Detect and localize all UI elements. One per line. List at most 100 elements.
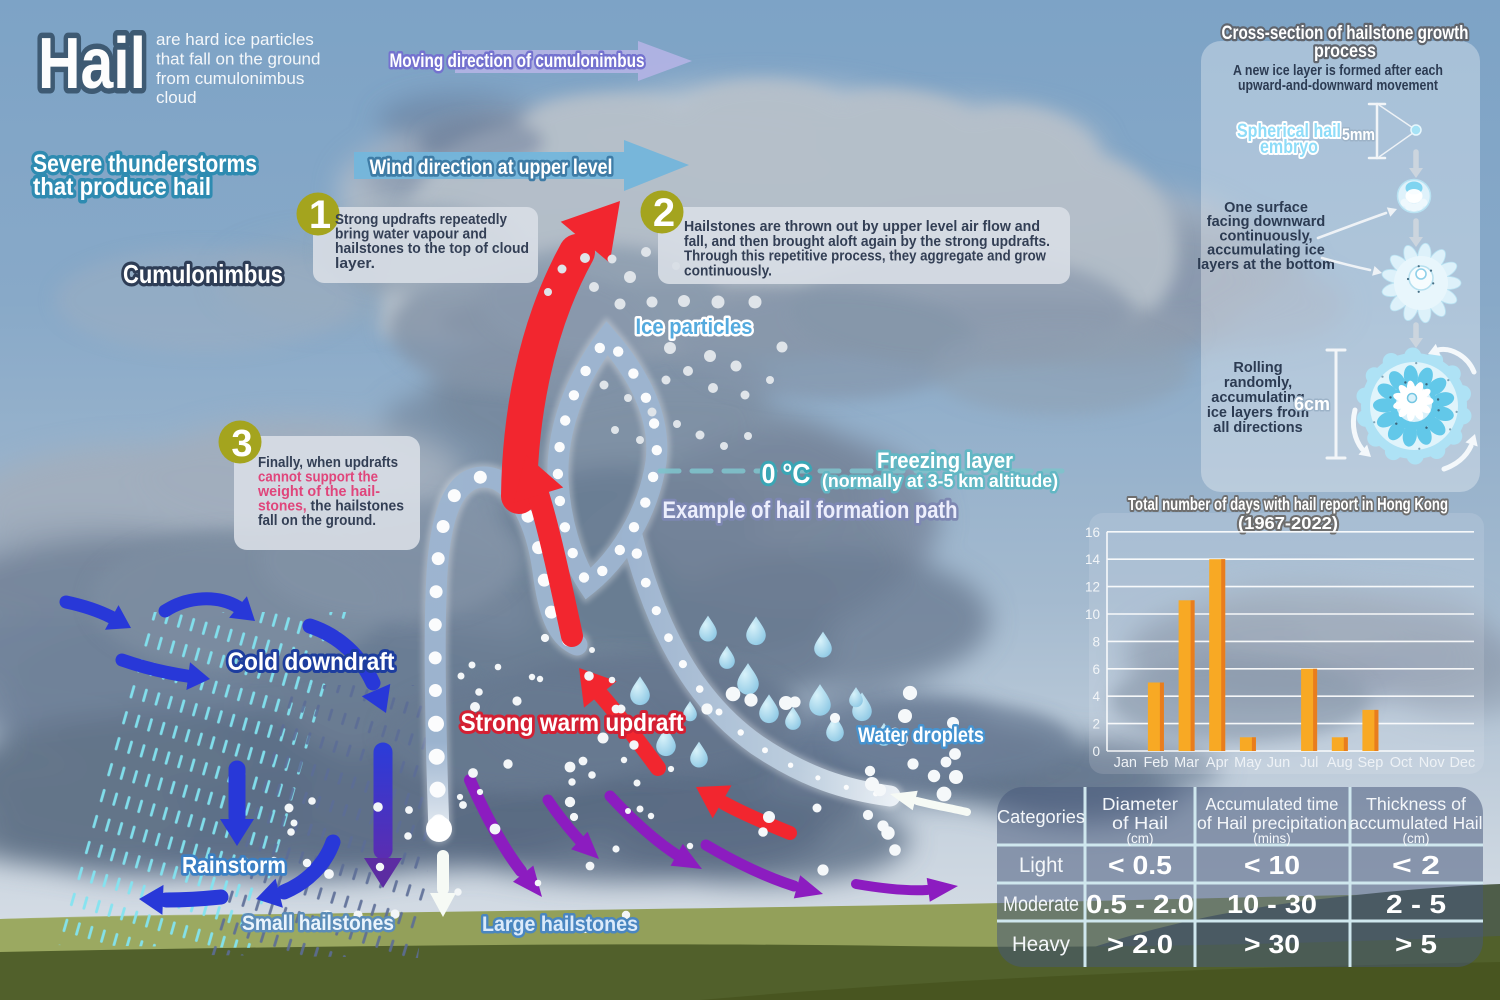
svg-text:Feb: Feb (1143, 755, 1168, 771)
svg-text:< 2: < 2 (1392, 850, 1440, 880)
svg-text:0 °C: 0 °C (762, 458, 811, 489)
svg-text:fall on the ground.: fall on the ground. (258, 513, 376, 529)
svg-text:Finally, when updrafts: Finally, when updrafts (258, 455, 398, 471)
svg-text:(cm): (cm) (1403, 831, 1430, 846)
svg-text:Nov: Nov (1419, 755, 1446, 771)
svg-text:Thickness of: Thickness of (1366, 794, 1466, 814)
svg-text:hailstones to the top of cloud: hailstones to the top of cloud (335, 241, 529, 257)
svg-text:5mm: 5mm (1342, 126, 1375, 144)
svg-text:Wind direction at upper level: Wind direction at upper level (370, 156, 613, 179)
svg-text:A new ice layer is formed afte: A new ice layer is formed after each (1233, 63, 1443, 79)
svg-text:2 - 5: 2 - 5 (1386, 889, 1446, 919)
svg-text:Strong warm updraft: Strong warm updraft (461, 709, 685, 737)
svg-text:Oct: Oct (1390, 755, 1413, 771)
svg-text:weight of the hail-: weight of the hail- (257, 484, 380, 500)
svg-text:10 - 30: 10 - 30 (1227, 889, 1317, 919)
svg-text:12: 12 (1085, 580, 1100, 595)
svg-text:ice layers from: ice layers from (1207, 405, 1309, 421)
svg-text:Apr: Apr (1206, 755, 1229, 771)
svg-text:(1967-2022): (1967-2022) (1238, 513, 1338, 533)
svg-text:cloud: cloud (156, 88, 197, 107)
svg-text:Mar: Mar (1174, 755, 1199, 771)
svg-text:Cumulonimbus: Cumulonimbus (123, 259, 283, 289)
svg-text:< 10: < 10 (1244, 850, 1300, 880)
svg-text:1: 1 (309, 193, 331, 237)
svg-text:Large hailstones: Large hailstones (482, 913, 638, 936)
svg-text:Through this repetitive proces: Through this repetitive process, they ag… (684, 249, 1047, 265)
svg-text:(mins): (mins) (1253, 831, 1291, 846)
svg-text:facing downward: facing downward (1207, 214, 1325, 230)
svg-text:Rainstorm: Rainstorm (182, 852, 286, 878)
svg-text:bring water vapour and: bring water vapour and (335, 227, 487, 243)
svg-text:16: 16 (1085, 525, 1100, 540)
svg-text:Water droplets: Water droplets (858, 724, 984, 747)
svg-text:Hail: Hail (38, 24, 146, 104)
svg-text:14: 14 (1085, 552, 1101, 567)
svg-text:8: 8 (1092, 634, 1100, 649)
svg-text:Moving direction of cumulonimb: Moving direction of cumulonimbus (390, 51, 645, 72)
svg-text:Dec: Dec (1449, 755, 1475, 771)
svg-text:0.5 - 2.0: 0.5 - 2.0 (1086, 889, 1194, 919)
svg-text:(cm): (cm) (1127, 831, 1154, 846)
svg-text:Example of hail formation path: Example of hail formation path (663, 497, 958, 524)
svg-text:that produce hail: that produce hail (33, 173, 211, 201)
svg-text:Hailstones are thrown out by u: Hailstones are thrown out by upper level… (684, 219, 1040, 235)
svg-text:> 5: > 5 (1395, 929, 1437, 959)
svg-text:embryo: embryo (1260, 137, 1318, 158)
svg-text:Categories: Categories (997, 807, 1085, 827)
svg-text:Moderate: Moderate (1003, 893, 1079, 916)
svg-text:accumulated Hail: accumulated Hail (1350, 813, 1483, 833)
svg-text:that fall on the ground: that fall on the ground (156, 49, 320, 68)
svg-text:Small hailstones: Small hailstones (242, 912, 394, 935)
svg-text:of Hail precipitation: of Hail precipitation (1197, 813, 1347, 833)
svg-text:layer.: layer. (335, 256, 375, 272)
svg-text:(normally at 3-5 km altitude): (normally at 3-5 km altitude) (822, 470, 1058, 491)
svg-text:process: process (1314, 41, 1376, 62)
svg-text:3: 3 (231, 423, 252, 465)
svg-text:Freezing layer: Freezing layer (877, 448, 1013, 473)
svg-text:Jul: Jul (1300, 755, 1319, 771)
svg-text:Jun: Jun (1267, 755, 1290, 771)
svg-text:Diameter: Diameter (1102, 794, 1178, 814)
svg-text:10: 10 (1085, 607, 1100, 622)
svg-text:6cm: 6cm (1294, 394, 1330, 414)
svg-text:Heavy: Heavy (1012, 933, 1070, 956)
svg-text:6: 6 (1092, 662, 1100, 677)
svg-text:stones, the hailstones: stones, the hailstones (258, 499, 404, 515)
svg-text:continuously.: continuously. (684, 263, 772, 279)
svg-text:One surface: One surface (1224, 200, 1308, 216)
svg-text:Cold downdraft: Cold downdraft (228, 648, 396, 676)
svg-text:cannot support the: cannot support the (258, 470, 378, 486)
svg-text:> 2.0: > 2.0 (1107, 929, 1173, 959)
svg-text:Severe thunderstorms: Severe thunderstorms (33, 150, 257, 178)
svg-text:Light: Light (1019, 854, 1063, 877)
svg-text:0: 0 (1092, 744, 1100, 759)
svg-text:Sep: Sep (1358, 755, 1384, 771)
svg-text:Aug: Aug (1327, 755, 1353, 771)
svg-text:Ice particles: Ice particles (636, 314, 753, 339)
svg-text:Jan: Jan (1114, 755, 1137, 771)
svg-text:of Hail: of Hail (1112, 813, 1168, 833)
svg-text:Accumulated time: Accumulated time (1206, 794, 1339, 814)
svg-text:are hard ice particles: are hard ice particles (156, 30, 314, 49)
svg-text:4: 4 (1092, 689, 1100, 704)
svg-text:from cumulonimbus: from cumulonimbus (156, 69, 304, 88)
svg-text:Total number of days with hail: Total number of days with hail report in… (1128, 494, 1448, 514)
svg-text:Strong updrafts repeatedly: Strong updrafts repeatedly (335, 212, 507, 228)
svg-text:layers at the bottom: layers at the bottom (1197, 257, 1335, 273)
svg-text:Cross-section of hailstone gro: Cross-section of hailstone growth (1222, 23, 1469, 44)
svg-text:Rolling: Rolling (1233, 360, 1282, 376)
svg-text:fall, and then brought aloft a: fall, and then brought aloft again by th… (684, 234, 1050, 250)
svg-text:accumulating: accumulating (1211, 390, 1304, 406)
svg-text:continuously,: continuously, (1219, 228, 1312, 244)
svg-text:2: 2 (1092, 717, 1100, 732)
svg-text:May: May (1234, 755, 1262, 771)
svg-text:upward-and-downward movement: upward-and-downward movement (1238, 78, 1438, 94)
svg-text:2: 2 (653, 191, 675, 235)
svg-text:accumulating ice: accumulating ice (1207, 243, 1325, 259)
svg-text:Spherical hail: Spherical hail (1237, 121, 1341, 142)
svg-text:randomly,: randomly, (1224, 375, 1292, 391)
svg-text:all directions: all directions (1213, 420, 1302, 436)
svg-text:> 30: > 30 (1244, 929, 1300, 959)
svg-text:< 0.5: < 0.5 (1108, 850, 1172, 880)
